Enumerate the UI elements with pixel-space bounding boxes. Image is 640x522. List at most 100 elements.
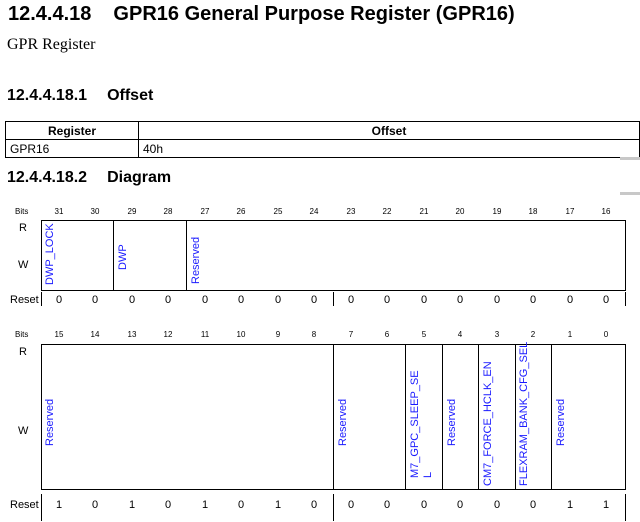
reset-label: Reset <box>10 294 39 306</box>
bit-number: 26 <box>236 207 246 216</box>
reset-value: 0 <box>347 294 355 306</box>
register-description: GPR Register <box>7 36 96 53</box>
bit-number: 22 <box>382 207 392 216</box>
reset-value: 0 <box>456 499 464 511</box>
field-reserved: Reserved <box>555 398 567 446</box>
reset-value: 1 <box>201 499 209 511</box>
bit-number: 19 <box>492 207 502 216</box>
reset-value: 0 <box>529 499 537 511</box>
reset-value: 0 <box>201 294 209 306</box>
reset-value: 1 <box>128 499 136 511</box>
reset-value: 0 <box>310 499 318 511</box>
offset-heading-number: 12.4.4.18.1 <box>7 87 88 104</box>
reset-divider <box>333 292 334 306</box>
field-reserved: Reserved <box>44 398 56 446</box>
field-divider <box>478 344 479 490</box>
field-m7-gpc-sleep-sel: M7_GPC_SLEEP_SE <box>409 370 421 478</box>
section-heading: 12.4.4.18 GPR16 General Purpose Register … <box>8 3 515 26</box>
section-number: 12.4.4.18 <box>8 3 92 25</box>
reset-divider <box>41 292 42 306</box>
bit-number: 25 <box>273 207 283 216</box>
offset-table-header-row: Register Offset <box>5 121 640 140</box>
write-label: W <box>18 425 29 437</box>
bit-number: 13 <box>127 330 137 339</box>
read-label: R <box>19 346 27 358</box>
field-divider <box>333 344 334 490</box>
field-dwp: DWP <box>117 244 129 270</box>
bit-number: 6 <box>384 330 390 339</box>
field-reserved: Reserved <box>190 236 202 284</box>
bit-number: 27 <box>200 207 210 216</box>
reset-value: 1 <box>55 499 63 511</box>
reset-value: 0 <box>383 294 391 306</box>
diagram-heading: 12.4.4.18.2 Diagram <box>7 169 171 187</box>
register-field-box <box>41 220 626 291</box>
reset-value: 0 <box>237 294 245 306</box>
reset-divider <box>625 292 626 306</box>
reset-value: 0 <box>237 499 245 511</box>
field-cm7-force-hclk-en: CM7_FORCE_HCLK_EN <box>482 361 494 486</box>
bits-label: Bits <box>15 330 29 339</box>
bit-number: 28 <box>163 207 173 216</box>
reset-value: 0 <box>91 499 99 511</box>
divider <box>620 157 640 160</box>
offset-column-header: Offset <box>138 121 640 140</box>
offset-cell: 40h <box>138 139 640 158</box>
bit-number: 18 <box>528 207 538 216</box>
reset-divider <box>625 494 626 521</box>
bit-number: 30 <box>90 207 100 216</box>
register-cell: GPR16 <box>5 139 139 158</box>
reset-value: 0 <box>91 294 99 306</box>
bit-number: 1 <box>567 330 573 339</box>
bit-number: 23 <box>346 207 356 216</box>
bit-number: 20 <box>455 207 465 216</box>
reset-value: 0 <box>602 294 610 306</box>
bit-number: 14 <box>90 330 100 339</box>
reset-value: 0 <box>164 499 172 511</box>
reset-value: 0 <box>420 499 428 511</box>
reset-value: 0 <box>529 294 537 306</box>
reset-value: 0 <box>274 294 282 306</box>
reset-value: 0 <box>420 294 428 306</box>
reset-value: 0 <box>456 294 464 306</box>
bit-number: 21 <box>419 207 429 216</box>
bit-number: 2 <box>530 330 536 339</box>
reset-value: 1 <box>566 499 574 511</box>
reset-divider <box>333 494 334 521</box>
field-m7-gpc-sleep-sel-continued: L <box>422 471 434 478</box>
reset-label: Reset <box>10 499 39 511</box>
bit-number: 15 <box>54 330 64 339</box>
reset-value: 0 <box>347 499 355 511</box>
bit-number: 7 <box>348 330 354 339</box>
reset-value: 0 <box>383 499 391 511</box>
reset-value: 0 <box>566 294 574 306</box>
bit-number: 24 <box>309 207 319 216</box>
field-divider <box>405 344 406 490</box>
diagram-heading-title: Diagram <box>107 169 172 186</box>
bit-number: 16 <box>601 207 611 216</box>
reset-value: 0 <box>310 294 318 306</box>
bit-number: 4 <box>457 330 463 339</box>
reset-value: 1 <box>274 499 282 511</box>
bit-number: 29 <box>127 207 137 216</box>
reset-value: 0 <box>55 294 63 306</box>
reset-value: 1 <box>602 499 610 511</box>
read-label: R <box>19 222 27 234</box>
reset-value: 0 <box>493 499 501 511</box>
field-reserved: Reserved <box>337 398 349 446</box>
field-divider <box>515 344 516 490</box>
bit-number: 17 <box>565 207 575 216</box>
register-column-header: Register <box>5 121 139 140</box>
field-reserved: Reserved <box>446 398 458 446</box>
bit-number: 12 <box>163 330 173 339</box>
field-flexram-bank-cfg-sel: FLEXRAM_BANK_CFG_SEL <box>518 341 530 486</box>
bit-number: 0 <box>603 330 609 339</box>
reset-divider <box>41 494 42 521</box>
reset-value: 0 <box>493 294 501 306</box>
offset-table: Register Offset GPR16 40h <box>5 121 640 158</box>
field-dwp-lock: DWP_LOCK <box>44 223 56 285</box>
reset-value: 0 <box>128 294 136 306</box>
field-divider <box>113 220 114 291</box>
diagram-heading-number: 12.4.4.18.2 <box>7 169 88 186</box>
bit-number: 31 <box>54 207 64 216</box>
